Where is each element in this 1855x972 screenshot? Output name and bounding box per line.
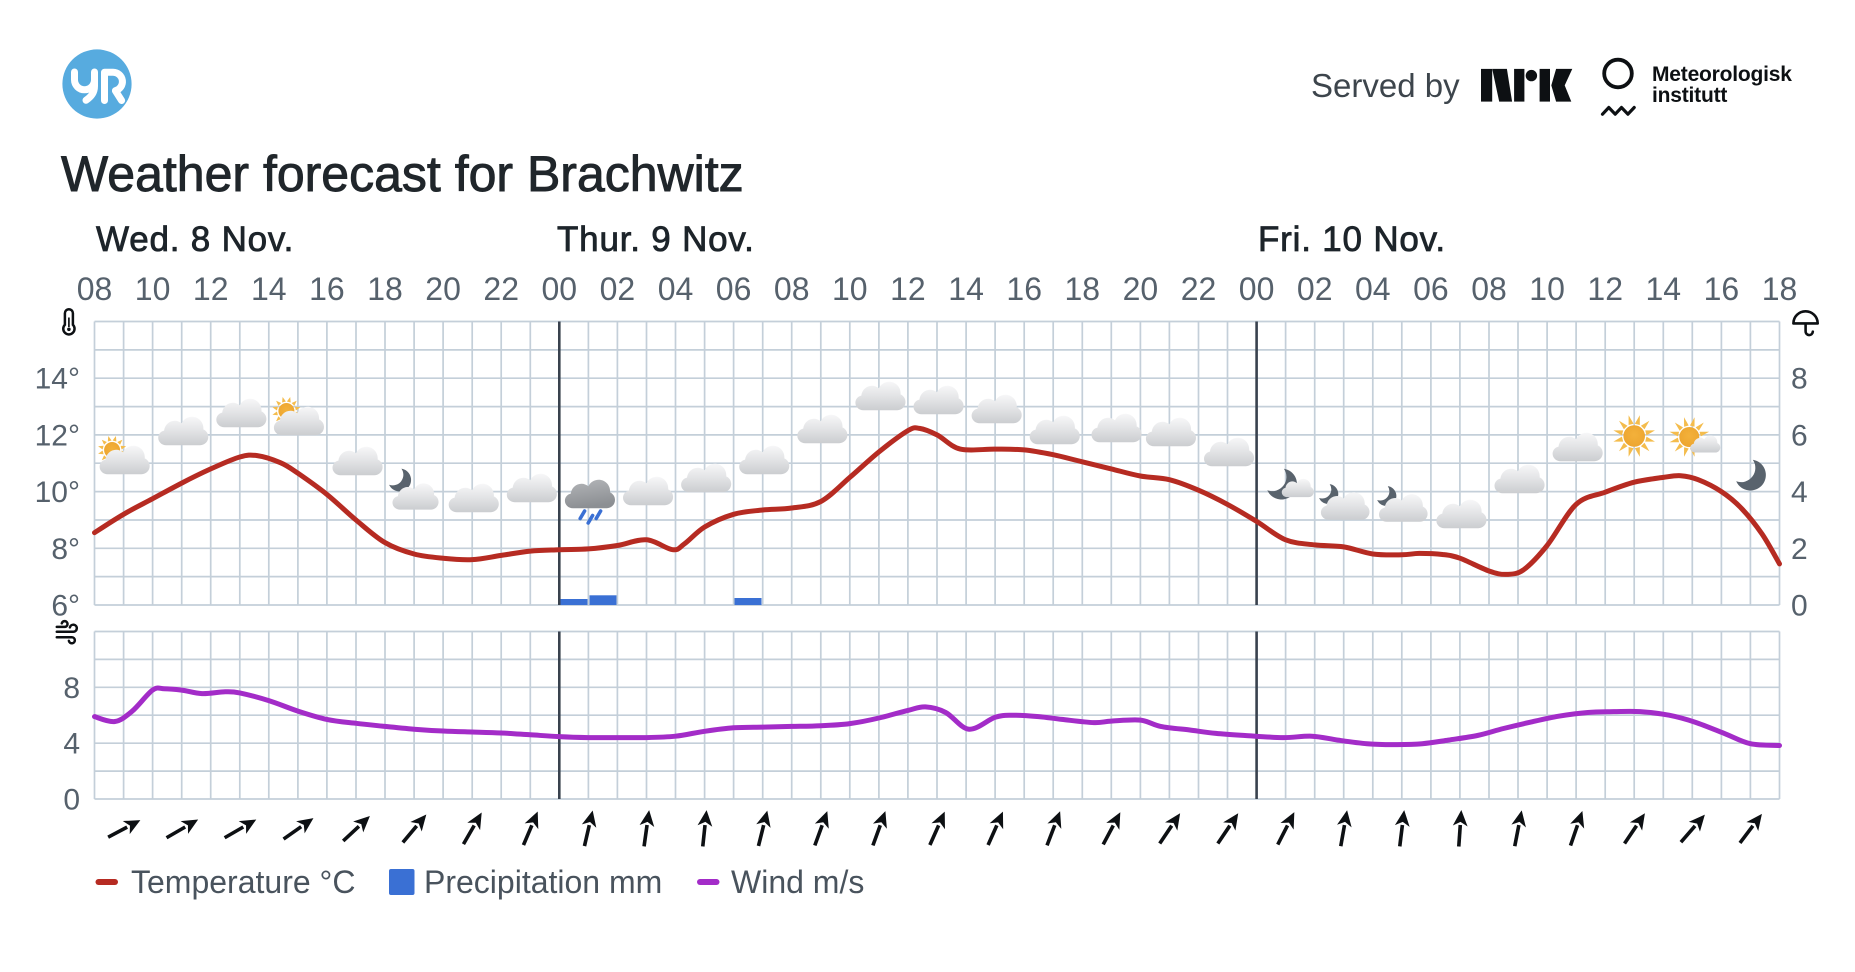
svg-text:Wed. 8 Nov.: Wed. 8 Nov.: [96, 220, 294, 259]
svg-text:0: 0: [63, 784, 80, 817]
svg-text:04: 04: [658, 271, 694, 307]
svg-text:Served by: Served by: [1311, 67, 1460, 104]
svg-text:06: 06: [1413, 271, 1449, 307]
svg-text:8: 8: [1791, 363, 1808, 396]
svg-text:14: 14: [251, 271, 287, 307]
svg-text:08: 08: [774, 271, 810, 307]
svg-text:10: 10: [135, 271, 171, 307]
svg-text:Weather forecast for Brachwitz: Weather forecast for Brachwitz: [61, 146, 744, 202]
svg-text:2: 2: [1791, 533, 1808, 566]
svg-text:00: 00: [542, 271, 578, 307]
svg-text:8: 8: [63, 672, 80, 705]
svg-text:Precipitation mm: Precipitation mm: [424, 864, 662, 900]
svg-text:00: 00: [1239, 271, 1275, 307]
svg-text:04: 04: [1355, 271, 1391, 307]
svg-text:16: 16: [1006, 271, 1042, 307]
svg-text:18: 18: [1762, 271, 1798, 307]
svg-text:18: 18: [367, 271, 403, 307]
svg-text:14: 14: [1646, 271, 1682, 307]
svg-text:12: 12: [1587, 271, 1623, 307]
svg-text:16: 16: [1704, 271, 1740, 307]
svg-text:20: 20: [1123, 271, 1159, 307]
svg-text:0: 0: [1791, 590, 1808, 623]
svg-text:12: 12: [890, 271, 926, 307]
svg-text:Wind m/s: Wind m/s: [731, 864, 864, 900]
svg-text:Meteorologisk: Meteorologisk: [1652, 63, 1792, 86]
svg-text:12: 12: [193, 271, 229, 307]
svg-text:Thur. 9 Nov.: Thur. 9 Nov.: [557, 220, 755, 259]
svg-text:18: 18: [1065, 271, 1101, 307]
svg-text:Fri. 10 Nov.: Fri. 10 Nov.: [1258, 220, 1446, 259]
svg-text:20: 20: [425, 271, 461, 307]
svg-text:10°: 10°: [35, 476, 80, 509]
svg-text:Temperature °C: Temperature °C: [131, 864, 355, 900]
svg-text:institutt: institutt: [1652, 84, 1727, 107]
svg-text:16: 16: [309, 271, 345, 307]
svg-text:6°: 6°: [51, 590, 80, 623]
svg-text:12°: 12°: [35, 419, 80, 452]
svg-text:8°: 8°: [51, 533, 80, 566]
svg-text:10: 10: [832, 271, 868, 307]
svg-text:4: 4: [1791, 476, 1808, 509]
svg-text:06: 06: [716, 271, 752, 307]
svg-text:10: 10: [1529, 271, 1565, 307]
svg-text:6: 6: [1791, 419, 1808, 452]
svg-text:22: 22: [483, 271, 519, 307]
svg-text:14°: 14°: [35, 363, 80, 396]
svg-text:4: 4: [63, 728, 80, 761]
svg-text:08: 08: [77, 271, 113, 307]
svg-text:02: 02: [600, 271, 636, 307]
svg-text:08: 08: [1471, 271, 1507, 307]
svg-text:22: 22: [1181, 271, 1217, 307]
svg-text:02: 02: [1297, 271, 1333, 307]
svg-text:14: 14: [948, 271, 984, 307]
